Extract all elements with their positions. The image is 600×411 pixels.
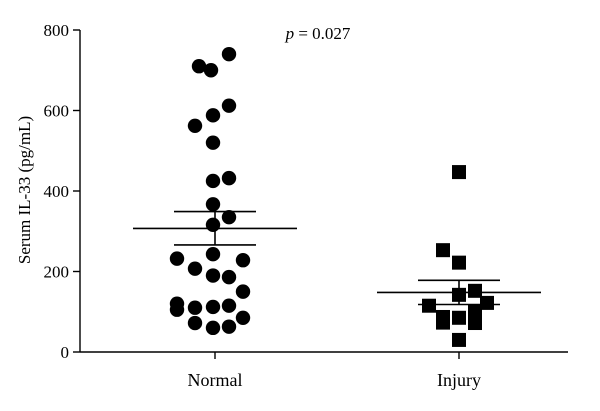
y-tick-label: 800 bbox=[44, 21, 70, 40]
y-tick-label: 200 bbox=[44, 263, 70, 282]
data-point-normal bbox=[205, 268, 221, 283]
data-point-normal bbox=[205, 173, 221, 189]
data-point-normal bbox=[169, 251, 185, 266]
data-point-injury bbox=[436, 243, 450, 258]
data-point-normal bbox=[221, 319, 237, 334]
x-tick-label-injury: Injury bbox=[437, 370, 481, 390]
data-point-normal bbox=[205, 246, 221, 262]
data-point-injury bbox=[468, 283, 482, 298]
data-point-injury bbox=[436, 315, 450, 330]
data-point-injury bbox=[422, 298, 436, 313]
data-point-normal bbox=[205, 217, 221, 233]
data-point-normal bbox=[221, 46, 237, 62]
y-axis: 0 200 400 600 800 bbox=[44, 21, 81, 362]
data-point-normal bbox=[205, 299, 221, 315]
data-point-normal bbox=[221, 98, 237, 113]
data-point-injury bbox=[452, 255, 466, 270]
data-points bbox=[169, 46, 494, 347]
data-point-normal bbox=[187, 118, 203, 133]
data-point-injury bbox=[468, 316, 482, 331]
data-point-normal bbox=[205, 320, 221, 336]
y-tick-label: 0 bbox=[61, 343, 70, 362]
y-axis-title: Serum IL-33 (pg/mL) bbox=[15, 116, 34, 264]
data-point-normal bbox=[203, 63, 219, 78]
data-point-injury bbox=[468, 304, 482, 319]
data-point-normal bbox=[221, 170, 237, 186]
data-point-normal bbox=[205, 135, 221, 150]
data-point-normal bbox=[187, 315, 203, 331]
x-tick-label-normal: Normal bbox=[188, 370, 243, 390]
data-point-normal bbox=[221, 269, 237, 285]
data-point-normal bbox=[235, 284, 251, 299]
data-point-injury bbox=[452, 332, 466, 347]
data-point-normal bbox=[191, 59, 207, 74]
data-point-normal bbox=[205, 108, 221, 123]
data-point-normal bbox=[235, 310, 251, 325]
y-tick-label: 400 bbox=[44, 182, 70, 201]
data-point-normal bbox=[221, 298, 237, 313]
data-point-injury bbox=[452, 165, 466, 180]
p-value-annotation: p = 0.027 bbox=[285, 24, 351, 43]
data-point-normal bbox=[235, 253, 251, 268]
data-point-injury bbox=[480, 295, 494, 310]
data-point-normal bbox=[187, 261, 203, 276]
data-point-normal bbox=[187, 300, 203, 315]
data-point-normal bbox=[169, 302, 185, 317]
y-tick-label: 600 bbox=[44, 102, 70, 121]
mean-sem-bars bbox=[133, 210, 541, 306]
data-point-injury bbox=[452, 310, 466, 325]
data-point-normal bbox=[205, 197, 221, 212]
data-point-normal bbox=[221, 209, 237, 225]
x-axis: Normal Injury bbox=[80, 351, 568, 390]
